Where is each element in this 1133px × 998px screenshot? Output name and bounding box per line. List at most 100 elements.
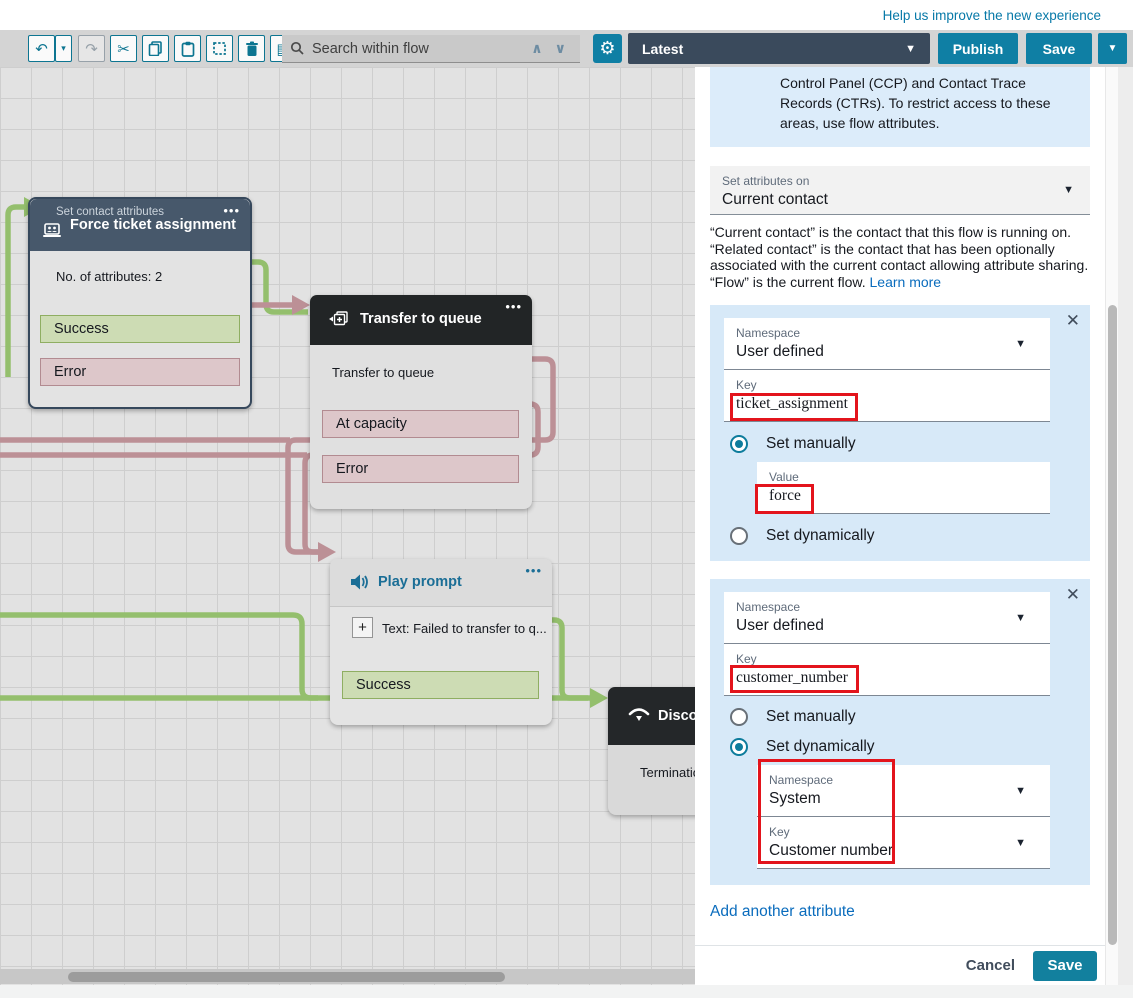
- field-value: System: [769, 790, 821, 807]
- panel-scrollbar-thumb[interactable]: [1108, 305, 1117, 945]
- node-menu-icon[interactable]: •••: [505, 299, 522, 314]
- node-header: ••• Play prompt: [330, 559, 552, 607]
- plus-icon: +: [358, 619, 367, 636]
- node-menu-icon[interactable]: •••: [525, 563, 542, 578]
- port-label: Success: [356, 677, 411, 693]
- caret-down-icon: ▼: [1015, 611, 1026, 624]
- search-icon: [290, 41, 304, 55]
- flow-settings-button[interactable]: ⚙: [593, 34, 622, 63]
- close-icon[interactable]: ✕: [1065, 585, 1080, 604]
- set-dynamically-radio-1[interactable]: Set dynamically: [724, 527, 1076, 545]
- save-flow-button[interactable]: Save: [1026, 33, 1092, 64]
- node-menu-icon[interactable]: •••: [223, 203, 240, 218]
- port-label: Error: [54, 364, 87, 380]
- dynamic-key-select[interactable]: Key Customer number ▼: [757, 817, 1050, 869]
- info-banner: Control Panel (CCP) and Contact Trace Re…: [710, 67, 1090, 147]
- set-manually-radio-1[interactable]: Set manually: [724, 435, 1076, 453]
- redo-button[interactable]: ↷: [78, 35, 105, 62]
- caret-down-icon: ▼: [1063, 184, 1074, 196]
- set-attributes-on-select[interactable]: Set attributes on Current contact ▼: [710, 166, 1090, 215]
- node-summary: Text: Failed to transfer to q...: [382, 621, 547, 636]
- marquee-select-button[interactable]: [206, 35, 233, 62]
- page-bottom-strip: [0, 985, 1133, 998]
- port-error[interactable]: Error: [40, 358, 240, 386]
- radio-label: Set manually: [766, 435, 856, 452]
- wire-into-set-attributes: [5, 204, 24, 377]
- port-success[interactable]: Success: [342, 671, 539, 699]
- node-disconnect[interactable]: Disco Termination: [608, 687, 695, 815]
- dynamic-namespace-select[interactable]: Namespace System ▼: [757, 765, 1050, 817]
- selection-box-icon: [213, 42, 226, 55]
- attributes-description: “Current contact” is the contact that th…: [710, 224, 1090, 290]
- caret-down-icon: ▼: [905, 42, 916, 55]
- field-label: Key: [736, 378, 757, 392]
- scissors-icon: ✂: [117, 40, 130, 58]
- value-input-1[interactable]: Value force: [755, 462, 1050, 514]
- node-play-prompt[interactable]: ••• Play prompt + Text: Failed to transf…: [330, 559, 552, 725]
- radio-unselected-icon: [730, 708, 748, 726]
- node-summary: Transfer to queue: [332, 365, 435, 380]
- key-input-1[interactable]: Key ticket_assignment: [724, 370, 1050, 422]
- prompt-add-icon: +: [352, 617, 373, 638]
- field-value: force: [769, 487, 801, 504]
- field-value: User defined: [736, 343, 824, 360]
- port-error[interactable]: Error: [322, 455, 519, 483]
- panel-vertical-scrollbar: [1105, 67, 1118, 985]
- caret-down-icon: ▼: [1015, 836, 1026, 849]
- node-summary: No. of attributes: 2: [56, 269, 163, 284]
- port-label: Error: [336, 461, 369, 477]
- properties-panel: Control Panel (CCP) and Contact Trace Re…: [695, 67, 1105, 985]
- paste-button[interactable]: [174, 35, 201, 62]
- field-label: Namespace: [769, 773, 834, 787]
- publish-button[interactable]: Publish: [938, 33, 1018, 64]
- undo-button[interactable]: ↶: [28, 35, 55, 62]
- redo-icon: ↷: [85, 40, 98, 58]
- arrowhead-into-disconnect: [590, 688, 608, 708]
- field-label: Namespace: [736, 600, 801, 614]
- node-header: Disco: [608, 687, 695, 745]
- delete-button[interactable]: [238, 35, 265, 62]
- field-label: Key: [769, 825, 790, 839]
- node-title: Disco: [658, 708, 695, 724]
- version-select[interactable]: Latest ▼: [628, 33, 930, 64]
- add-attribute-link[interactable]: Add another attribute: [710, 903, 855, 920]
- save-menu-button[interactable]: ▼: [1098, 33, 1127, 64]
- field-label: Key: [736, 652, 757, 666]
- save-button[interactable]: Save: [1033, 950, 1097, 981]
- port-success[interactable]: Success: [40, 315, 240, 343]
- key-input-2[interactable]: Key customer_number: [724, 644, 1050, 696]
- close-icon[interactable]: ✕: [1065, 311, 1080, 330]
- cancel-button[interactable]: Cancel: [948, 951, 1033, 980]
- search-prev-button[interactable]: ∧: [525, 40, 548, 57]
- radio-label: Set dynamically: [766, 527, 875, 544]
- undo-menu-button[interactable]: ▾: [55, 35, 72, 62]
- trash-icon: [245, 41, 258, 56]
- radio-selected-icon: [730, 738, 748, 756]
- node-title: Play prompt: [378, 574, 462, 590]
- radio-label: Set manually: [766, 708, 856, 725]
- copy-icon: [148, 41, 162, 56]
- arrowhead-into-transfer: [292, 295, 310, 315]
- wire-offscreen-to-disconnect-1: [0, 612, 318, 701]
- node-summary: Termination: [640, 765, 695, 780]
- field-value: User defined: [736, 617, 824, 634]
- learn-more-link[interactable]: Learn more: [869, 273, 942, 290]
- gear-icon: ⚙: [599, 38, 616, 58]
- node-transfer-to-queue[interactable]: ••• Transfer to queue Transfer to queue …: [310, 295, 532, 509]
- set-dynamically-radio-2[interactable]: Set dynamically: [724, 738, 1076, 756]
- namespace-select-1[interactable]: Namespace User defined ▼: [724, 318, 1050, 370]
- search-input[interactable]: [312, 40, 526, 57]
- port-at-capacity[interactable]: At capacity: [322, 410, 519, 438]
- node-set-contact-attributes[interactable]: Set contact attributes ••• Force ticket …: [28, 197, 252, 409]
- port-label: Success: [54, 321, 109, 337]
- namespace-select-2[interactable]: Namespace User defined ▼: [724, 592, 1050, 644]
- node-title: Force ticket assignment: [70, 217, 236, 233]
- help-improve-link[interactable]: Help us improve the new experience: [882, 8, 1101, 23]
- flow-canvas[interactable]: Set contact attributes ••• Force ticket …: [0, 67, 695, 985]
- set-manually-radio-2[interactable]: Set manually: [724, 708, 1076, 726]
- search-next-button[interactable]: ∨: [549, 40, 572, 57]
- chevron-up-icon: ∧: [531, 40, 543, 56]
- cut-button[interactable]: ✂: [110, 35, 137, 62]
- canvas-scrollbar-thumb[interactable]: [68, 972, 505, 982]
- copy-button[interactable]: [142, 35, 169, 62]
